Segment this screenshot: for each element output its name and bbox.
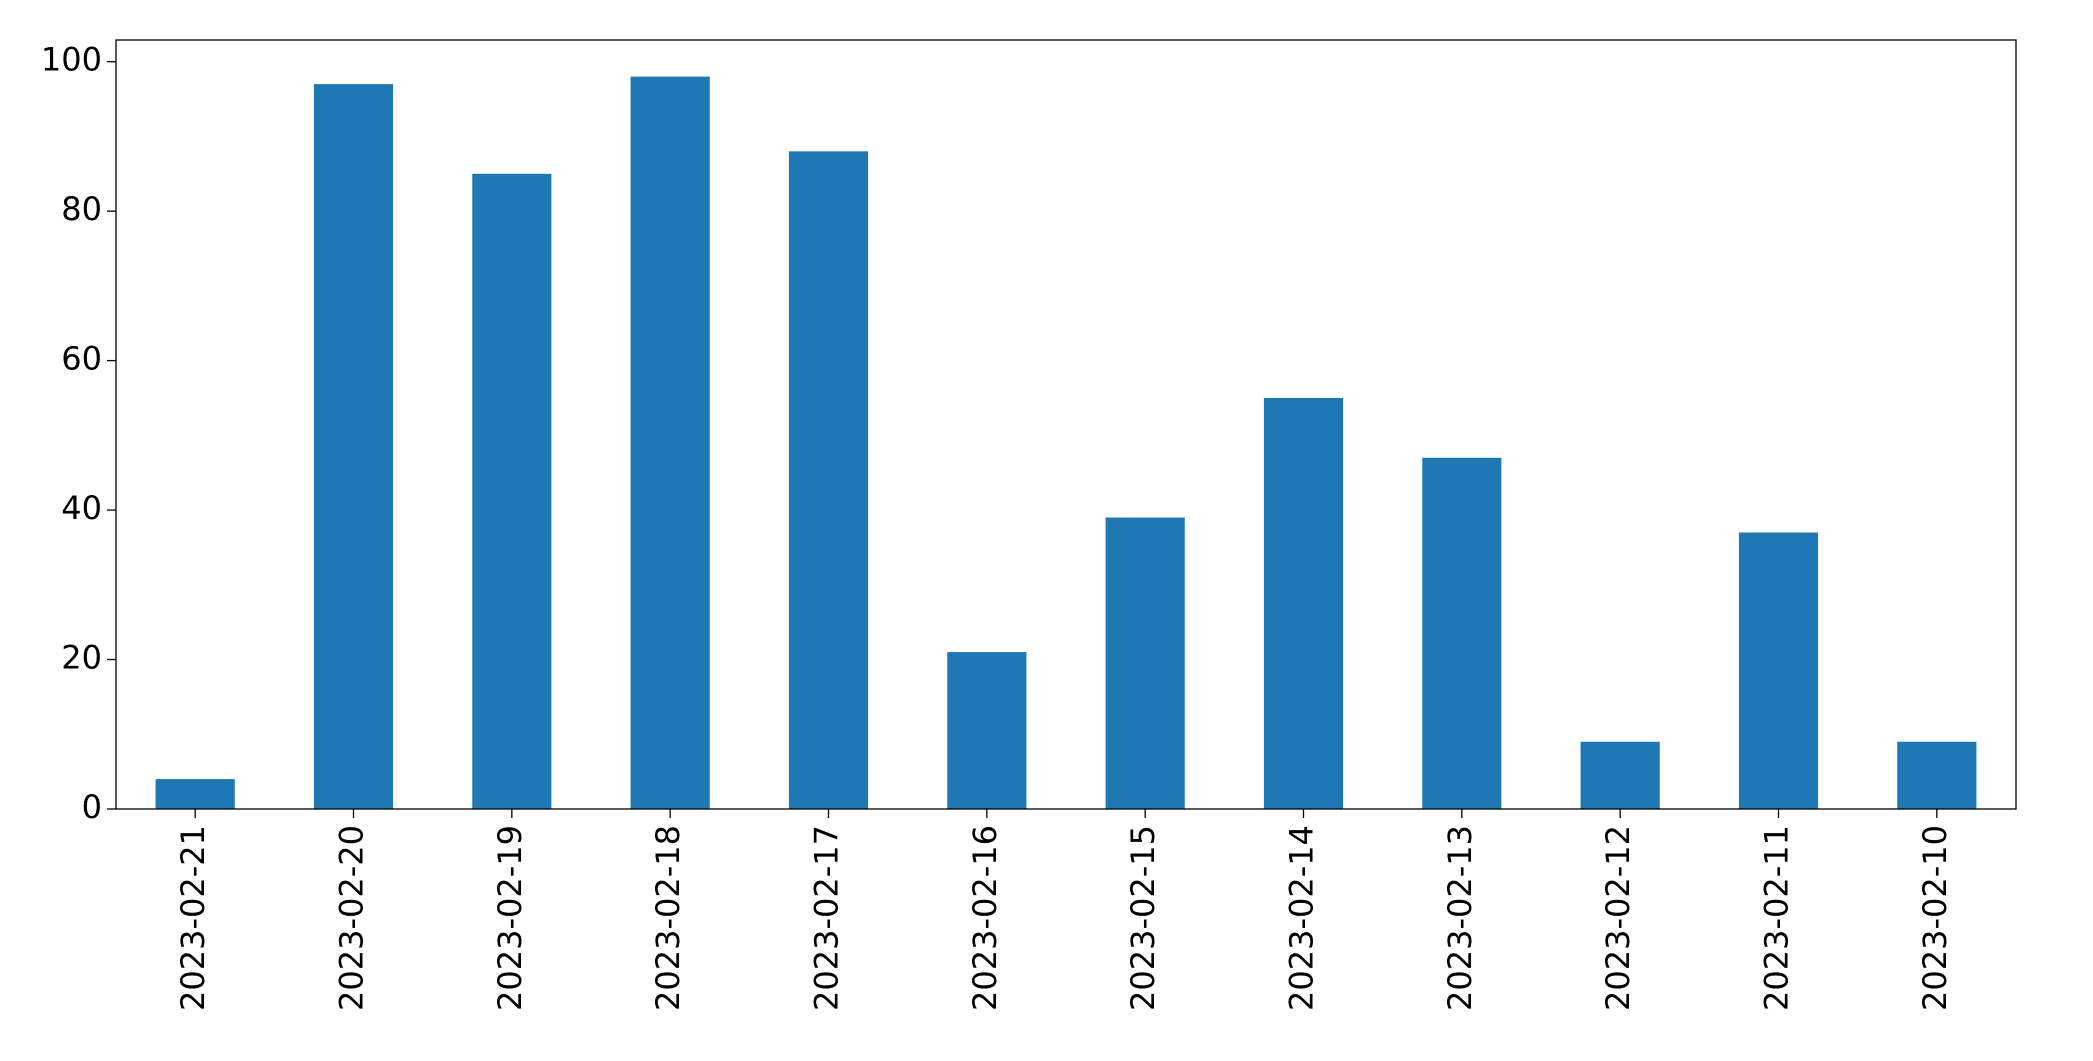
bar [1738,532,1819,809]
bar [1580,741,1660,809]
x-tick-label: 2023-02-14 [1283,825,1321,1011]
bar [1422,457,1502,809]
y-tick-label: 80 [61,190,102,228]
x-tick-label: 2023-02-16 [966,825,1004,1011]
x-tick-label: 2023-02-11 [1758,825,1796,1011]
bar [1105,517,1185,809]
x-tick-label: 2023-02-13 [1441,825,1479,1011]
bar [788,151,869,809]
plot-frame [115,39,2017,810]
x-tick-label: 2023-02-19 [491,825,529,1011]
bar [1897,741,1977,809]
y-tick-label: 40 [61,489,102,527]
x-tick-label: 2023-02-21 [174,825,212,1011]
bar [947,652,1027,809]
x-tick-label: 2023-02-12 [1599,825,1637,1011]
y-tick-label: 60 [61,340,102,378]
x-tick-label: 2023-02-17 [808,825,846,1011]
bar [472,173,552,810]
y-tick-label: 100 [41,41,102,79]
bar [313,84,394,809]
y-tick-label: 20 [61,639,102,677]
x-tick-label: 2023-02-10 [1916,825,1954,1011]
x-tick-label: 2023-02-20 [333,825,371,1011]
x-tick-label: 2023-02-15 [1124,825,1162,1011]
bar [630,76,710,810]
bar [1263,397,1344,809]
x-tick-label: 2023-02-18 [649,825,687,1011]
bar [155,779,235,809]
y-tick-label: 0 [82,788,102,826]
